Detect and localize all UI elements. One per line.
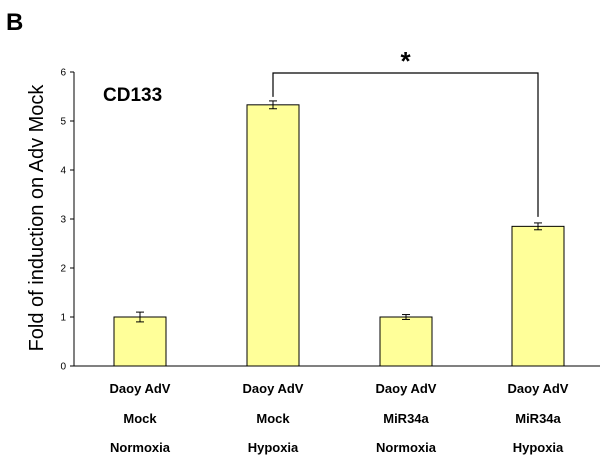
- x-tick-label: Daoy AdV: [243, 381, 304, 396]
- y-tick-label: 5: [60, 117, 66, 128]
- bar: [246, 104, 300, 367]
- bar: [113, 316, 167, 367]
- bar: [379, 316, 433, 367]
- x-tick-label: Daoy AdV: [508, 381, 569, 396]
- y-tick-label: 4: [60, 166, 66, 177]
- x-tick-label: Normoxia: [376, 440, 437, 455]
- x-tick-label: Hypoxia: [248, 440, 299, 455]
- x-tick-label: Hypoxia: [513, 440, 564, 455]
- y-tick-label: 3: [60, 215, 66, 226]
- significance-bracket: *: [272, 46, 539, 217]
- error-bar: [136, 311, 144, 323]
- error-bar: [269, 100, 277, 110]
- y-tick-label: 6: [60, 68, 66, 79]
- x-tick-label: Normoxia: [110, 440, 171, 455]
- y-ticks: 0 1 2 3 4 5 6: [60, 68, 74, 373]
- x-ticks: Daoy AdV Mock Normoxia Daoy AdV Mock Hypoxia D…: [110, 381, 569, 455]
- significance-label: *: [400, 46, 411, 76]
- x-tick-label: MiR34a: [383, 411, 429, 426]
- error-bars: [136, 100, 542, 323]
- x-tick-label: Mock: [256, 411, 290, 426]
- error-bar: [402, 314, 410, 320]
- y-tick-label: 0: [60, 362, 66, 373]
- y-tick-label: 1: [60, 313, 66, 324]
- y-axis-label: Fold of induction on Adv Mock: [26, 84, 48, 352]
- y-tick-label: 2: [60, 264, 66, 275]
- error-bar: [534, 222, 542, 231]
- series-annotation: CD133: [103, 85, 162, 106]
- x-tick-label: Daoy AdV: [376, 381, 437, 396]
- x-tick-label: MiR34a: [515, 411, 561, 426]
- x-tick-label: Daoy AdV: [110, 381, 171, 396]
- bracket-line: [272, 72, 539, 217]
- x-tick-label: Mock: [123, 411, 157, 426]
- bar: [511, 225, 565, 367]
- panel-label: B: [6, 9, 23, 36]
- bars: [113, 104, 565, 367]
